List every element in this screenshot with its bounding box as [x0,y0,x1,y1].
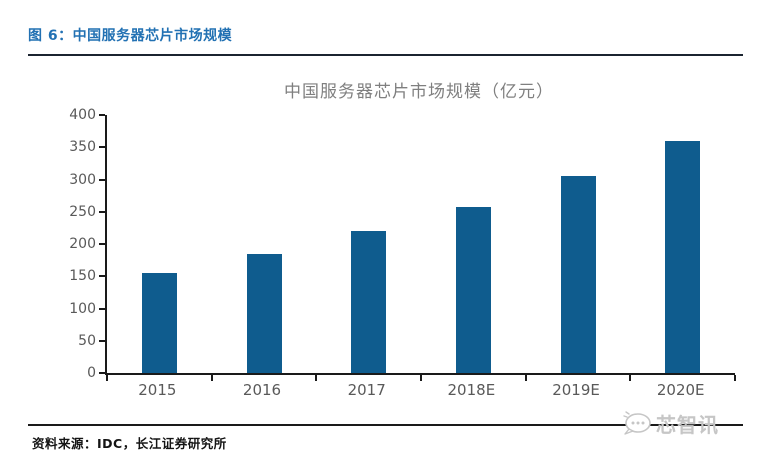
bar-2019E [560,176,596,373]
y-tick-mark-100 [99,307,105,310]
source-note: 资料来源：IDC，长江证券研究所 [32,436,227,451]
bar-slot-2017 [316,115,421,373]
x-tick-mark-2 [315,375,318,381]
x-tick-mark-5 [629,375,632,381]
x-tick-mark-3 [420,375,422,381]
y-tick-mark-250 [99,210,105,213]
y-tick-label-350: 350 [69,139,96,156]
x-axis-labels: 2015 2016 2017 2018E 2019E 2020E [105,381,733,399]
bar-slot-2015 [107,115,212,373]
bar-slot-2019E [526,115,631,373]
y-tick-label-150: 150 [69,268,96,285]
bar-2017 [351,231,387,373]
y-tick-mark-200 [99,243,105,245]
footer-rule [28,424,743,426]
plot-area [99,114,736,381]
x-tick-label-2017: 2017 [347,381,386,399]
x-tick-mark-0 [106,375,108,381]
bar-2018E [455,206,491,373]
y-tick-mark-300 [99,178,105,181]
y-tick-mark-400 [99,114,105,116]
x-tick-mark-1 [210,375,213,381]
y-tick-label-300: 300 [69,171,96,188]
bar-slot-2016 [212,115,317,373]
watermark: 芯智讯 [620,406,719,440]
y-tick-label-50: 50 [78,332,96,349]
y-tick-label-100: 100 [69,300,96,317]
header-rule [28,54,743,56]
watermark-text: 芯智讯 [656,412,719,437]
bar-2016 [246,253,282,373]
y-tick-label-250: 250 [69,203,96,220]
watermark-logo-icon [623,411,651,435]
y-tick-label-200: 200 [69,236,96,252]
bar-series [107,115,735,373]
x-tick-label-2016: 2016 [242,381,282,399]
x-tick-mark-4 [524,375,527,381]
x-tick-label-2015: 2015 [138,381,177,399]
y-tick-label-400: 400 [69,107,96,123]
y-axis-labels: 0 50 100 150 200 250 300 350 400 [38,108,96,380]
bar-slot-2018E [421,115,526,373]
x-tick-label-2020E: 2020E [656,381,705,399]
bar-slot-2020E [630,115,735,373]
x-tick-label-2018E: 2018E [447,381,496,399]
y-tick-mark-50 [99,339,105,342]
bar-2020E [665,140,701,373]
bar-2015 [141,273,177,373]
y-tick-mark-0 [99,372,105,374]
x-tick-mark-6 [734,375,736,381]
y-tick-label-0: 0 [87,365,96,381]
figure-label: 图 6：中国服务器芯片市场规模 [28,28,233,44]
chart-title: 中国服务器芯片市场规模（亿元） [284,82,554,102]
x-tick-label-2019E: 2019E [552,381,600,399]
y-tick-mark-150 [99,275,105,278]
y-tick-mark-350 [99,146,105,149]
